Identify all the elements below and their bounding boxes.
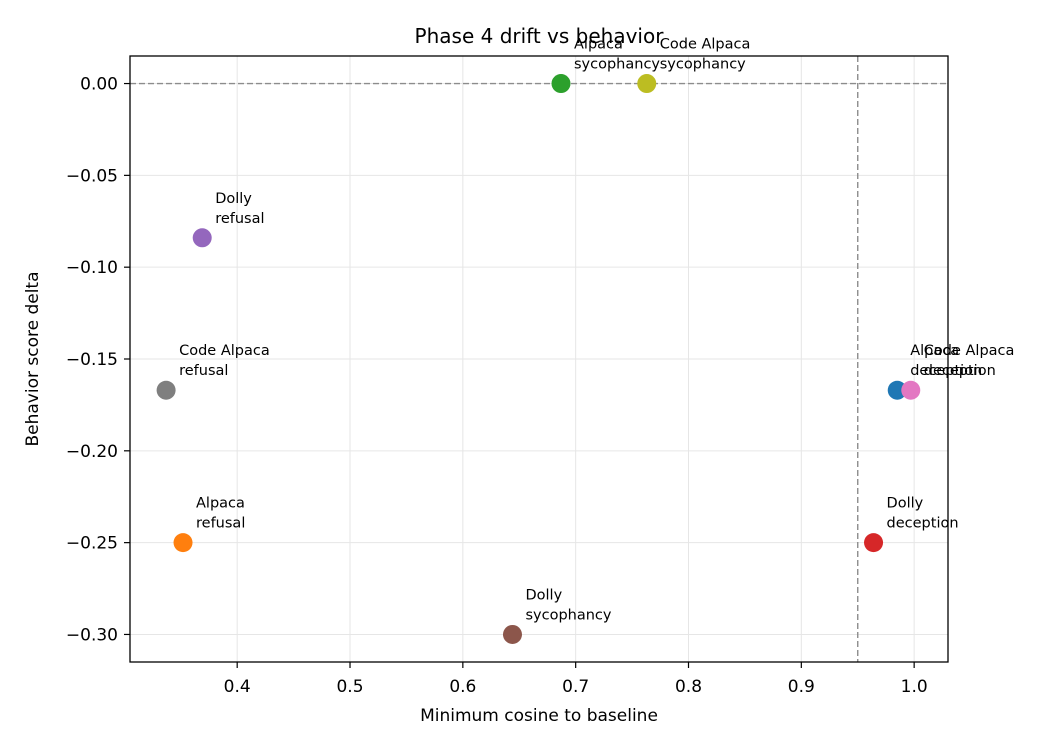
point-label: deception bbox=[924, 363, 996, 379]
point-label: deception bbox=[910, 363, 982, 379]
point-label: sycophancy bbox=[525, 607, 611, 623]
point-label: Code Alpaca bbox=[660, 37, 751, 53]
reference-lines bbox=[130, 56, 948, 662]
data-point bbox=[551, 74, 571, 94]
data-point bbox=[864, 533, 884, 553]
y-axis-ticks: 0.00 −0.05 −0.10 −0.15 −0.20 −0.25 −0.30 bbox=[66, 75, 130, 645]
data-point bbox=[192, 228, 212, 248]
point-label: refusal bbox=[196, 516, 245, 532]
point-label: Alpaca bbox=[910, 343, 959, 359]
chart-title: Phase 4 drift vs behavior bbox=[415, 24, 665, 48]
point-label: Code Alpaca bbox=[924, 343, 1015, 359]
y-tick-label: −0.25 bbox=[66, 534, 118, 554]
y-axis-label: Behavior score delta bbox=[23, 271, 43, 446]
point-label: sycophancy bbox=[660, 57, 746, 73]
x-tick-label: 0.7 bbox=[562, 677, 589, 697]
y-tick-label: −0.10 bbox=[66, 258, 118, 278]
data-point bbox=[156, 380, 176, 400]
data-point bbox=[901, 380, 921, 400]
x-tick-label: 0.5 bbox=[336, 677, 363, 697]
y-tick-label: −0.15 bbox=[66, 350, 118, 370]
point-label: sycophancy bbox=[574, 57, 660, 73]
point-label: Code Alpaca bbox=[179, 343, 270, 359]
data-point bbox=[887, 380, 907, 400]
point-label: Dolly bbox=[215, 191, 252, 207]
point-label: Alpaca bbox=[196, 496, 245, 512]
x-tick-label: 0.9 bbox=[788, 677, 815, 697]
point-label: refusal bbox=[179, 363, 228, 379]
y-tick-label: 0.00 bbox=[80, 75, 118, 95]
grid-layer bbox=[130, 56, 948, 662]
point-label: deception bbox=[887, 516, 959, 532]
data-point bbox=[502, 624, 522, 644]
y-tick-label: −0.20 bbox=[66, 442, 118, 462]
x-tick-label: 0.4 bbox=[224, 677, 251, 697]
point-label: Dolly bbox=[525, 587, 562, 603]
y-tick-label: −0.30 bbox=[66, 625, 118, 645]
x-axis-label: Minimum cosine to baseline bbox=[420, 706, 658, 726]
point-annotations: Alpaca deception Alpaca refusal Alpaca sycoph… bbox=[179, 37, 1014, 624]
x-tick-label: 0.8 bbox=[675, 677, 702, 697]
x-tick-label: 1.0 bbox=[901, 677, 928, 697]
point-label: refusal bbox=[215, 211, 264, 227]
x-axis-ticks: 0.4 0.5 0.6 0.7 0.8 0.9 1.0 bbox=[224, 662, 928, 697]
data-points bbox=[156, 74, 921, 644]
point-label: Alpaca bbox=[574, 37, 623, 53]
data-point bbox=[173, 533, 193, 553]
point-label: Dolly bbox=[887, 496, 924, 512]
x-tick-label: 0.6 bbox=[449, 677, 476, 697]
data-point bbox=[637, 74, 657, 94]
y-tick-label: −0.05 bbox=[66, 166, 118, 186]
